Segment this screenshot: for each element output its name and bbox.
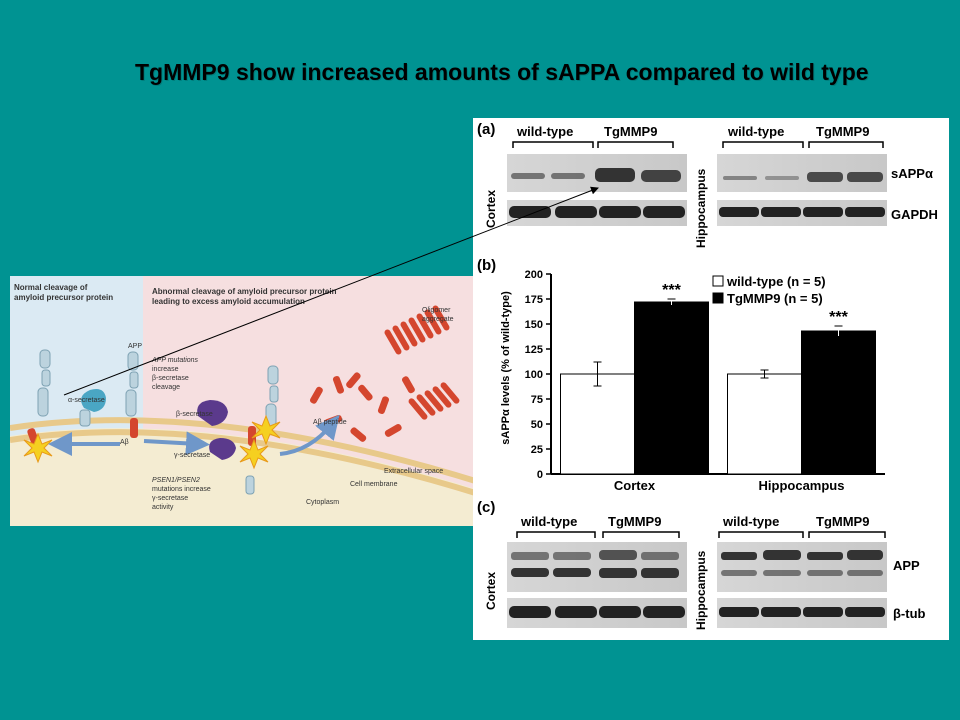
svg-text:Hippocampus: Hippocampus [694,550,708,630]
svg-text:Cytoplasm: Cytoplasm [306,499,339,506]
svg-text:β-secretase: β-secretase [152,375,189,382]
significance-label: *** [829,309,848,326]
svg-text:Cortex: Cortex [484,572,498,610]
arrow-icon [143,431,210,456]
svg-text:TgMMP9: TgMMP9 [608,514,661,529]
svg-text:APP: APP [128,343,142,350]
y-tick-label: 125 [525,344,543,356]
arrow-icon [63,186,599,396]
svg-text:APP: APP [893,558,920,573]
panel-a-label: (a) [477,121,495,138]
svg-text:Extracellular space: Extracellular space [384,468,443,475]
legend-swatch [712,292,724,304]
svg-text:activity: activity [152,504,174,511]
app-protein-icons [37,349,279,495]
svg-text:Aβ: Aβ [120,439,129,446]
slide-title: TgMMP9 show increased amounts of sAPPA c… [135,59,869,85]
svg-text:PSEN1/PSEN2: PSEN1/PSEN2 [152,477,200,484]
svg-text:TgMMP9: TgMMP9 [816,514,869,529]
cleavage-burst-icon [251,414,281,446]
svg-text:amyloid precursor protein: amyloid precursor protein [14,293,113,302]
y-tick-label: 100 [525,369,543,381]
legend-label: wild-type (n = 5) [726,274,826,289]
alpha-secretase-icon [81,389,106,412]
svg-text:cleavage: cleavage [152,384,180,391]
y-tick-label: 0 [537,469,543,481]
hippocampus-label: Hippocampus [694,168,708,248]
x-tick-label: Cortex [614,478,656,493]
svg-text:Oligomer: Oligomer [422,307,451,314]
amyloid-pathway-illustration: Normal cleavage of amyloid precursor pro… [10,276,482,526]
abeta-fragment-icons [27,372,415,450]
arrow-icon [279,414,340,456]
svg-text:increase: increase [152,366,179,373]
svg-text:wild-type: wild-type [722,514,779,529]
svg-text:γ-secretase: γ-secretase [174,452,210,459]
western-blot-figure: (a) wild-type TgMMP9 wild-type TgMMP9 Co… [473,118,949,640]
blot-app-cortex [507,542,687,592]
svg-text:γ-secretase: γ-secretase [152,495,188,502]
x-tick-label: Hippocampus [759,478,845,493]
cleavage-burst-icon [239,438,269,470]
svg-text:TgMMP9: TgMMP9 [604,124,657,139]
pathway-left-heading: Normal cleavage of [14,283,88,292]
cleavage-burst-icon [23,432,53,464]
svg-text:wild-type: wild-type [727,124,784,139]
pathway-diagram: Normal cleavage of amyloid precursor pro… [10,276,482,526]
bar-chart: sAPPα levels (% of wild-type) 0 25 50 75 100… [500,269,885,493]
svg-text:β-tub: β-tub [893,606,926,621]
bar [801,330,876,475]
beta-secretase-icon [197,400,228,426]
svg-text:leading to excess amyloid accu: leading to excess amyloid accumulation [152,297,305,306]
figure-svg: (a) wild-type TgMMP9 wild-type TgMMP9 Co… [477,121,938,630]
bar [634,301,709,475]
y-tick-label: 200 [525,269,543,281]
svg-text:β-secretase: β-secretase [176,411,213,418]
oligomer-aggregate-icon [384,305,460,420]
bar [560,373,635,475]
y-tick-label: 25 [531,444,543,456]
cortex-label: Cortex [484,190,498,228]
svg-text:wild-type: wild-type [520,514,577,529]
svg-text:α-secretase: α-secretase [68,397,105,404]
panel-b-label: (b) [477,257,496,274]
significance-label: *** [662,282,681,299]
svg-text:APP mutations: APP mutations [151,357,199,364]
svg-text:Aβ peptide: Aβ peptide [313,419,347,426]
legend-swatch [712,275,724,287]
gamma-secretase-icon [209,438,236,460]
y-tick-label: 150 [525,319,543,331]
panel-c-label: (c) [477,499,495,516]
svg-text:TgMMP9: TgMMP9 [816,124,869,139]
svg-text:GAPDH: GAPDH [891,207,938,222]
svg-text:Cell membrane: Cell membrane [350,481,398,488]
y-tick-label: 175 [525,294,543,306]
svg-text:mutations increase: mutations increase [152,486,211,493]
svg-text:sAPPα: sAPPα [891,166,933,181]
y-tick-label: 50 [531,419,543,431]
svg-text:wild-type: wild-type [516,124,573,139]
pathway-right-heading: Abnormal cleavage of amyloid precursor p… [152,287,337,296]
svg-text:aggregate: aggregate [422,316,454,323]
y-axis-label: sAPPα levels (% of wild-type) [500,291,512,445]
y-tick-label: 75 [531,394,543,406]
legend-label: TgMMP9 (n = 5) [727,291,823,306]
